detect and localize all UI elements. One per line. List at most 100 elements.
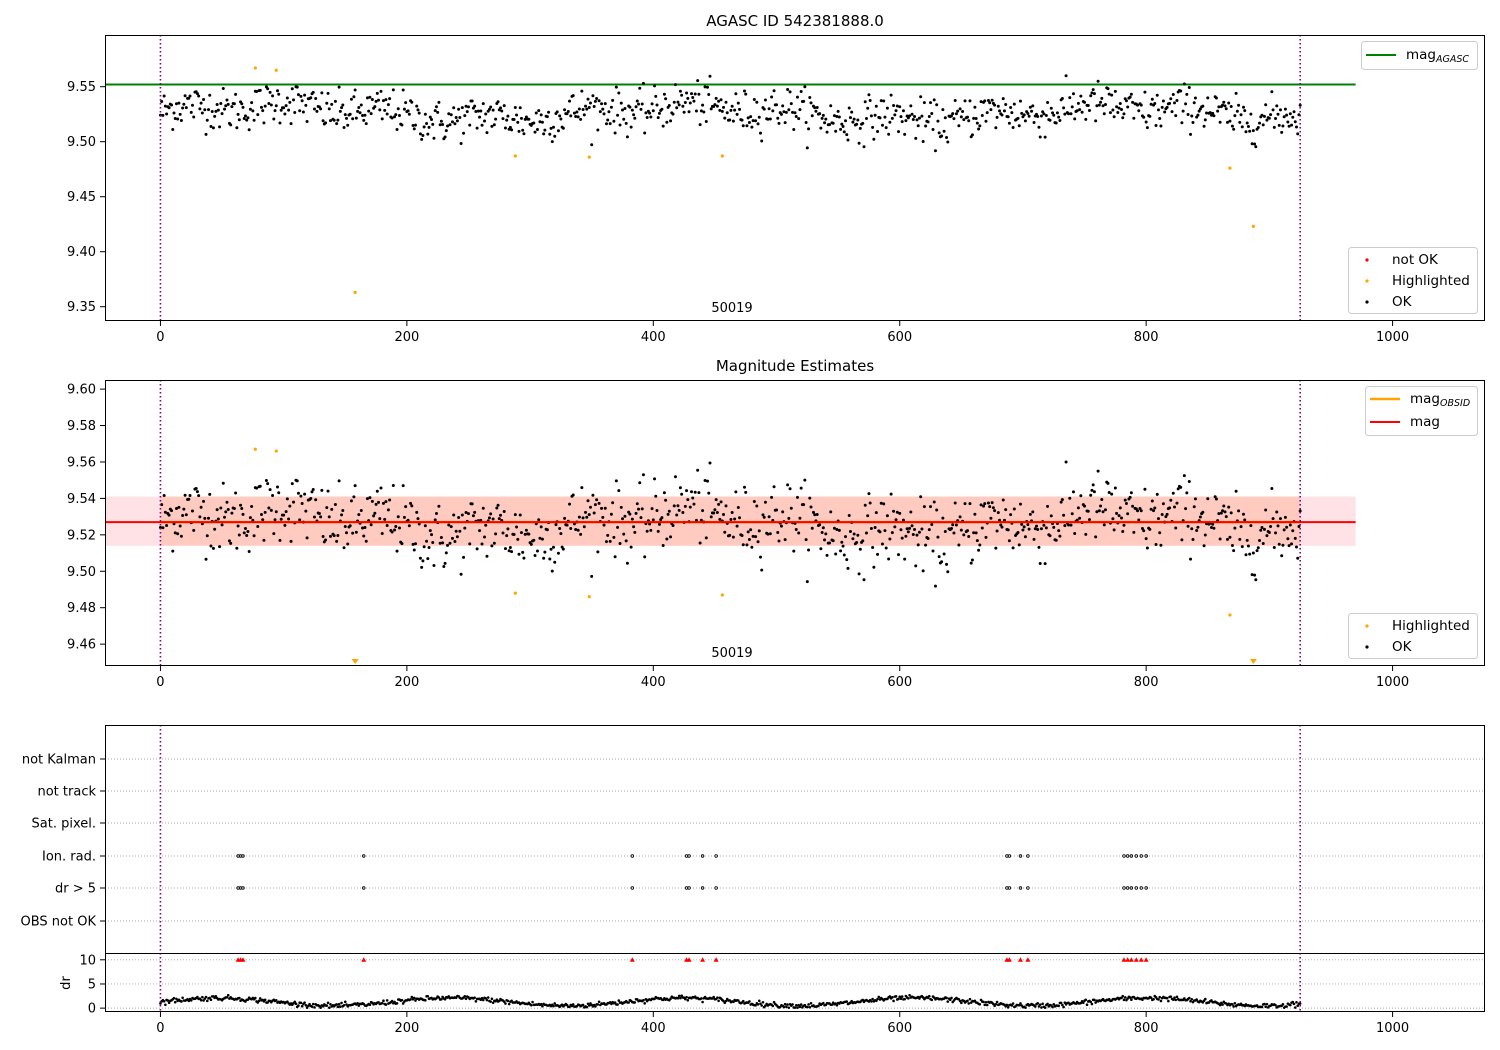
flag-row-label: Sat. pixel.	[32, 817, 96, 832]
ok-point	[1106, 481, 1110, 485]
ok-point	[752, 499, 756, 503]
ok-point	[855, 122, 859, 126]
ok-point	[232, 506, 236, 510]
ok-point	[632, 113, 636, 117]
ok-point	[1288, 523, 1292, 527]
ok-point	[660, 107, 664, 111]
ok-point	[1283, 107, 1287, 111]
ok-point	[762, 515, 766, 519]
dr-point	[984, 1000, 988, 1004]
ok-point	[282, 513, 286, 517]
dr-point	[945, 996, 948, 1000]
ok-point	[1187, 480, 1191, 484]
dr-point	[716, 996, 719, 999]
panel-1-x-axis: 0 200 400 600 800 1000	[156, 321, 1409, 345]
ok-point	[1062, 513, 1066, 517]
ok-point	[1046, 504, 1050, 508]
ok-point	[337, 479, 341, 483]
dr-point	[246, 998, 250, 1001]
ok-point	[523, 117, 527, 121]
ok-point	[1223, 104, 1227, 108]
dr-point	[447, 995, 451, 998]
ok-point	[682, 110, 686, 114]
ok-point	[505, 118, 509, 122]
ok-point	[542, 132, 546, 136]
ok-point	[741, 124, 745, 128]
ok-point	[1298, 509, 1302, 513]
ok-point	[1144, 120, 1148, 124]
ok-point	[729, 517, 733, 521]
dr-point	[274, 998, 278, 1002]
ok-point	[1102, 523, 1106, 527]
ok-point	[457, 515, 461, 519]
ok-point	[932, 500, 936, 504]
ok-point	[335, 122, 339, 126]
ok-point	[163, 510, 167, 514]
ok-point	[287, 517, 291, 521]
ok-point	[879, 501, 883, 505]
ok-point	[1031, 510, 1035, 514]
dr-point	[908, 993, 911, 997]
ok-point	[1118, 101, 1122, 105]
ok-point	[319, 515, 323, 519]
ok-point	[984, 119, 988, 123]
ok-point	[606, 118, 610, 122]
ok-point	[1096, 469, 1100, 473]
ok-point	[416, 108, 420, 112]
panel-1-x-tick-label: 1000	[1376, 330, 1409, 345]
ok-point	[352, 95, 356, 99]
dr-point	[616, 1003, 619, 1006]
ok-point	[311, 90, 315, 94]
ok-point	[574, 527, 578, 531]
ok-point	[561, 126, 565, 130]
ok-point	[512, 532, 516, 536]
ok-point	[425, 122, 429, 126]
ok-point	[534, 111, 538, 115]
dr-clipped-marker	[1133, 957, 1139, 962]
legend-marker-highlighted	[1365, 624, 1369, 628]
ok-point	[221, 87, 225, 91]
ok-point	[381, 99, 385, 103]
dr-point	[627, 1001, 630, 1004]
dr-point	[898, 995, 902, 999]
ok-point	[1067, 112, 1071, 116]
ok-point	[1097, 103, 1101, 107]
ok-point	[402, 515, 406, 519]
ok-point	[412, 127, 416, 131]
ok-point	[262, 121, 266, 125]
ok-point	[430, 118, 434, 122]
ok-point	[776, 116, 780, 120]
ok-point	[497, 517, 501, 521]
ok-point	[409, 501, 413, 505]
ok-point	[234, 491, 238, 495]
ok-point	[203, 516, 207, 520]
ok-point	[1026, 523, 1030, 527]
ok-point	[1192, 101, 1196, 105]
dr-point	[585, 1005, 589, 1009]
ok-point	[1070, 105, 1074, 109]
ok-point	[241, 105, 245, 109]
ok-point	[873, 525, 877, 529]
ok-point	[709, 515, 713, 519]
ok-point	[792, 128, 796, 132]
ok-point	[1009, 513, 1013, 517]
ok-point	[491, 108, 495, 112]
ok-point	[586, 97, 590, 101]
ok-point	[707, 491, 711, 495]
ok-point	[470, 99, 474, 103]
ok-point	[954, 112, 958, 116]
ok-point	[235, 546, 239, 550]
ok-point	[1126, 512, 1130, 516]
ok-point	[276, 89, 279, 93]
ok-point	[563, 516, 567, 520]
ok-point	[236, 112, 240, 116]
ok-point	[1221, 103, 1225, 107]
panel-3-x-tick-label: 800	[1134, 1021, 1159, 1036]
ok-point	[701, 509, 705, 513]
ok-point	[1069, 523, 1073, 527]
ok-point	[823, 538, 827, 542]
ok-point	[406, 518, 410, 522]
ok-point	[1129, 491, 1133, 495]
ok-point	[1095, 510, 1099, 514]
